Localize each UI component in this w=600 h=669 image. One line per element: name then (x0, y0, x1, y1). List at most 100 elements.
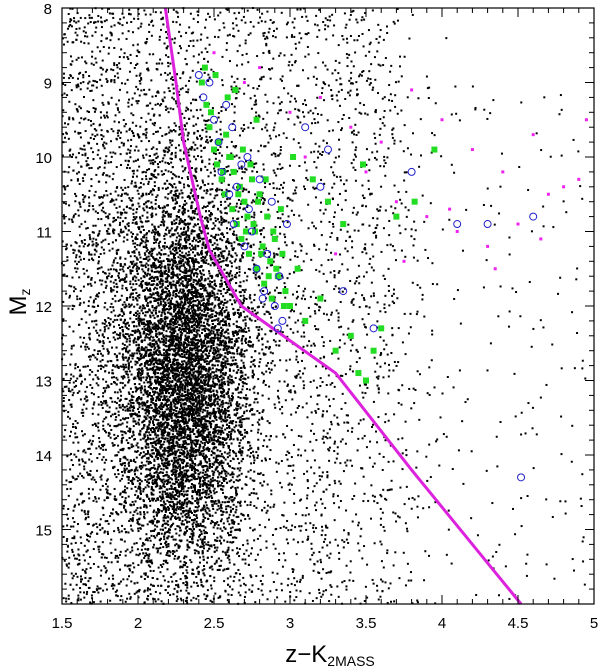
field-star-point (154, 361, 157, 364)
field-star-point (143, 590, 146, 593)
field-star-point (155, 270, 158, 273)
field-star-point (127, 186, 130, 189)
field-star-point (205, 346, 208, 349)
field-star-point (173, 262, 176, 265)
field-star-point (186, 399, 189, 402)
field-star-point (176, 302, 179, 305)
field-star-point (227, 402, 230, 405)
field-star-point (207, 227, 210, 230)
field-star-point (168, 396, 171, 399)
field-star-point (148, 289, 151, 292)
field-star-point (125, 425, 128, 428)
field-star-point (189, 364, 192, 367)
field-star-point (226, 353, 229, 356)
field-star-point (183, 274, 186, 277)
field-star-point (181, 317, 184, 320)
field-star-point (192, 328, 195, 331)
field-star-point (201, 508, 204, 511)
field-star-point (198, 253, 201, 256)
field-star-point (166, 287, 169, 290)
field-star-point (233, 430, 236, 433)
field-star-point (219, 285, 222, 288)
field-star-point (177, 353, 180, 356)
field-star-point (197, 469, 200, 472)
field-star-point (163, 410, 166, 413)
field-star-point (152, 257, 155, 260)
field-star-point (212, 319, 215, 322)
field-star-point (168, 139, 171, 142)
field-star-point (226, 328, 229, 331)
field-star-point (199, 229, 202, 232)
field-star-point (151, 323, 154, 326)
field-star-point (150, 353, 153, 356)
field-star-point (206, 119, 209, 122)
field-star-point (151, 249, 154, 252)
field-star-point (171, 514, 174, 517)
field-star-point (123, 347, 126, 350)
field-star-point (194, 457, 197, 460)
field-star-point (168, 260, 171, 263)
field-star-point (220, 273, 223, 276)
field-star-point (224, 343, 227, 346)
field-star-point (147, 220, 150, 223)
field-star-point (153, 231, 156, 234)
field-star-point (185, 555, 188, 558)
field-star-point (203, 437, 206, 440)
field-star-point (151, 355, 154, 358)
field-star-point (180, 410, 183, 413)
field-star-point (167, 258, 170, 261)
field-star-point (210, 347, 213, 350)
field-star-point (198, 345, 201, 348)
field-star-point (135, 314, 138, 317)
field-star-point (169, 477, 172, 480)
field-star-point (172, 522, 175, 525)
field-star-point (157, 419, 160, 422)
field-star-point (203, 366, 206, 369)
field-star-point (167, 434, 170, 437)
field-star-point (250, 408, 253, 411)
field-star-point (211, 286, 214, 289)
field-star-point (112, 376, 115, 379)
field-star-point (106, 116, 109, 119)
field-star-point (242, 319, 245, 322)
field-star-point (220, 215, 223, 218)
field-star-point (112, 519, 115, 522)
field-star-point (148, 338, 151, 341)
field-star-point (207, 345, 210, 348)
field-star-point (221, 464, 224, 467)
field-star-point (102, 387, 105, 390)
field-star-point (173, 353, 176, 356)
field-star-point (210, 450, 213, 453)
field-star-point (154, 207, 157, 210)
field-star-point (190, 373, 193, 376)
field-star-point (213, 252, 216, 255)
field-star-point (156, 473, 159, 476)
field-star-point (221, 405, 224, 408)
field-star-point (161, 332, 164, 335)
field-star-point (165, 108, 168, 111)
field-star-point (147, 485, 150, 488)
field-star-point (148, 352, 151, 355)
field-star-point (219, 210, 222, 213)
field-star-point (135, 475, 138, 478)
field-star-point (185, 454, 188, 457)
field-star-point (176, 333, 179, 336)
field-star-point (157, 166, 160, 169)
field-star-point (195, 406, 198, 409)
field-star-point (178, 309, 181, 312)
field-star-point (175, 441, 178, 444)
field-star-point (183, 427, 186, 430)
field-star-point (190, 392, 193, 395)
field-star-point (146, 438, 149, 441)
field-star-point (141, 221, 144, 224)
field-star-point (155, 436, 158, 439)
field-star-point (173, 460, 176, 463)
field-star-point (182, 349, 185, 352)
field-star-point (124, 409, 127, 412)
field-star-point (157, 566, 160, 569)
field-star-point (212, 330, 215, 333)
field-star-point (212, 435, 215, 438)
field-star-point (178, 423, 181, 426)
field-star-point (174, 295, 177, 298)
field-star-point (192, 393, 195, 396)
